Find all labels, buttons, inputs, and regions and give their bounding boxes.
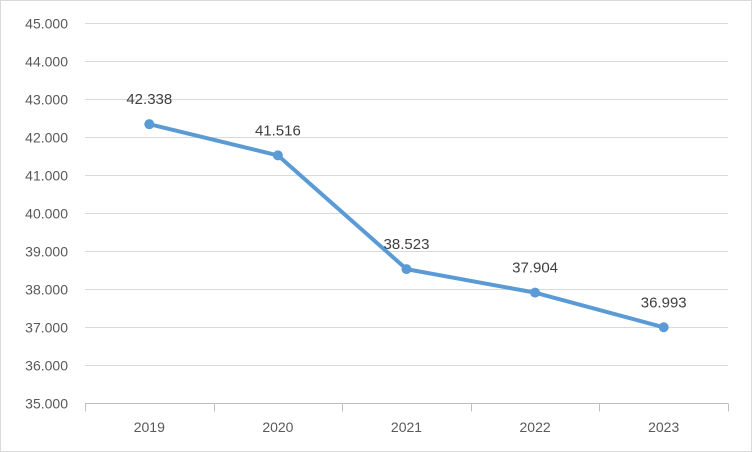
x-tick-label-2023: 2023 [648,419,679,435]
data-label-2019: 42.338 [126,91,172,108]
y-tick-label: 43.000 [25,92,68,108]
y-tick-label: 38.000 [25,282,68,298]
series-line [147,122,666,330]
y-tick-label: 37.000 [25,320,68,336]
data-labels: 42.338 41.516 38.523 37.904 36.993 [126,91,686,311]
data-label-2023: 36.993 [641,294,687,311]
data-point-2023 [658,322,669,333]
x-axis [85,403,729,412]
data-label-2020: 41.516 [255,122,301,139]
y-tick-label: 45.000 [25,16,68,32]
y-tick-label: 40.000 [25,206,68,222]
data-point-2019 [144,119,155,130]
y-axis-tick-labels: 35.000 36.000 37.000 38.000 39.000 40.000 41.0… [25,16,68,412]
y-tick-label: 39.000 [25,244,68,260]
data-label-2022: 37.904 [512,260,558,277]
data-point-2022 [530,287,541,298]
x-axis-tick-labels: 2019 2020 2021 2022 2023 [134,419,680,435]
series-line-group [144,119,669,333]
y-tick-label: 36.000 [25,358,68,374]
x-tick-label-2022: 2022 [520,419,551,435]
x-tick-label-2020: 2020 [262,419,293,435]
x-tick-label-2019: 2019 [134,419,165,435]
data-point-2020 [272,150,283,161]
y-tick-label: 44.000 [25,54,68,70]
gridlines [85,23,728,366]
data-label-2021: 38.523 [384,236,430,253]
y-tick-label: 41.000 [25,168,68,184]
y-tick-label: 35.000 [25,396,68,412]
data-point-2021 [401,264,412,275]
x-tick-label-2021: 2021 [391,419,422,435]
y-tick-label: 42.000 [25,130,68,146]
